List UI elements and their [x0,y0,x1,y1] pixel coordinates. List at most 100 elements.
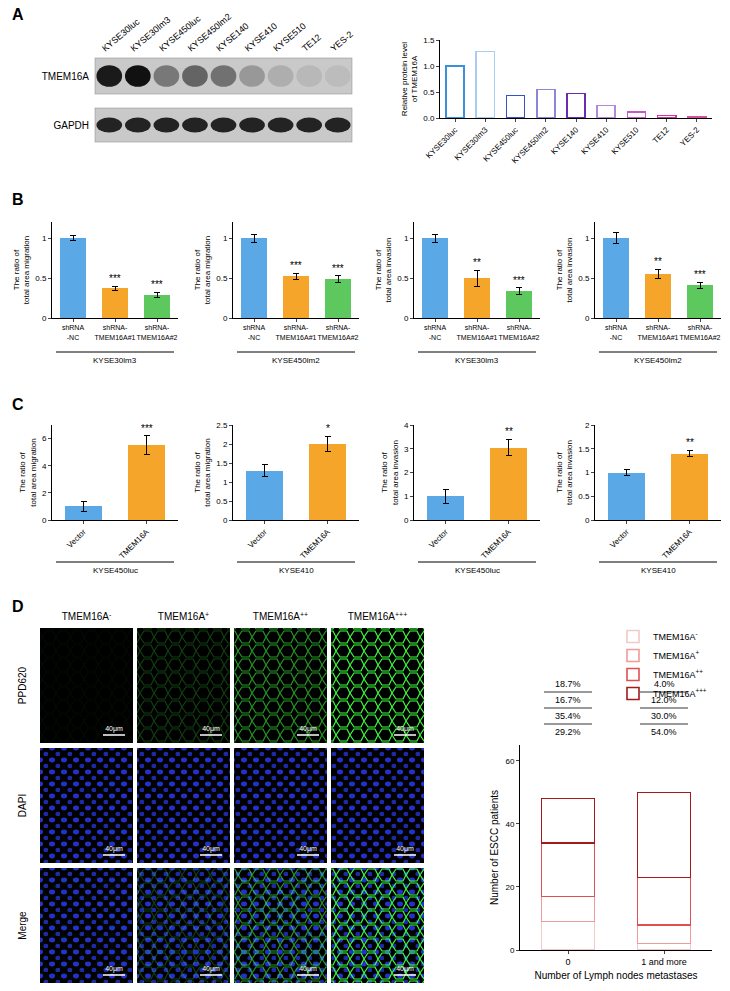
svg-text:KYSE30lm3: KYSE30lm3 [455,356,499,365]
svg-text:40μm: 40μm [202,845,220,853]
svg-text:Vector: Vector [246,527,269,550]
svg-text:shRNA-NC: shRNA-NC [243,324,266,340]
svg-text:KYSE450luc: KYSE450luc [157,13,203,53]
svg-text:29.2%: 29.2% [555,727,581,737]
svg-text:1: 1 [223,234,228,243]
svg-text:20: 20 [505,883,514,892]
svg-text:1 and more: 1 and more [641,957,687,967]
svg-text:shRNA-TMEM16A#1: shRNA-TMEM16A#1 [276,324,317,340]
svg-text:2: 2 [223,440,228,449]
svg-text:KYSE450lm2: KYSE450lm2 [186,11,233,53]
svg-text:0: 0 [404,314,409,323]
svg-text:30.0%: 30.0% [651,711,677,721]
svg-text:shRNA-NC: shRNA-NC [62,324,85,340]
svg-text:TMEM16A​-​: TMEM16A​-​ [653,630,698,642]
svg-text:40μm: 40μm [105,725,123,733]
svg-text:KYSE30lm3: KYSE30lm3 [129,15,173,54]
svg-text:0: 0 [42,516,47,525]
svg-text:6: 6 [42,434,47,443]
svg-text:KYSE30luc: KYSE30luc [424,125,459,160]
svg-text:shRNA-NC: shRNA-NC [424,324,447,340]
svg-text:0.5: 0.5 [216,274,228,283]
svg-text:TMEM16A​+​: TMEM16A​+​ [653,649,700,661]
svg-text:TMEM16A: TMEM16A [42,71,90,82]
svg-text:KYSE30lm3: KYSE30lm3 [453,125,490,162]
svg-text:The ratio oftotal area invasio: The ratio oftotal area invasion [555,238,574,303]
svg-text:***: *** [141,423,153,434]
svg-text:40μm: 40μm [202,725,220,733]
svg-text:The ratio oftotal area migrati: The ratio oftotal area migration [18,438,37,506]
svg-text:TMEM16A++: TMEM16A++ [253,611,308,623]
svg-text:KYSE450lm2: KYSE450lm2 [634,356,682,365]
svg-text:2: 2 [585,421,590,430]
svg-text:4: 4 [42,462,47,471]
svg-text:Vector: Vector [608,527,631,550]
svg-text:0: 0 [565,957,570,967]
svg-text:0: 0 [510,946,515,955]
svg-text:***: *** [694,269,706,280]
svg-text:KYSE30lm3: KYSE30lm3 [93,356,137,365]
svg-text:0.5: 0.5 [216,497,228,506]
svg-text:Number of Lymph nodes metastas: Number of Lymph nodes metastases [534,970,697,981]
svg-text:The ratio oftotal area invasio: The ratio oftotal area invasion [380,440,399,505]
svg-text:KYSE30luc: KYSE30luc [100,16,142,53]
svg-text:1: 1 [585,468,590,477]
svg-text:Relative protein levelof TMEM1: Relative protein levelof TMEM16A [400,42,419,116]
svg-text:4.0%: 4.0% [654,679,675,689]
svg-text:Merge: Merge [17,911,28,940]
svg-text:1: 1 [404,492,409,501]
svg-text:TMEM16A: TMEM16A [480,527,514,561]
svg-text:4: 4 [404,421,409,430]
svg-text:**: ** [654,256,662,267]
svg-text:0.5: 0.5 [35,274,47,283]
svg-text:2: 2 [404,468,409,477]
svg-text:40: 40 [505,820,514,829]
svg-text:TMEM16A​+++​: TMEM16A​+++​ [653,687,707,699]
svg-text:KYSE410: KYSE410 [279,566,314,575]
svg-text:The ratio oftotal area invasio: The ratio oftotal area invasion [374,238,393,303]
svg-text:***: *** [109,273,121,284]
svg-text:1.5: 1.5 [423,36,435,45]
svg-text:KYSE450lm2: KYSE450lm2 [510,125,550,165]
svg-text:TMEM16A-: TMEM16A- [62,611,112,623]
svg-text:Vector: Vector [427,527,450,550]
svg-text:***: *** [513,275,525,286]
svg-text:1.0: 1.0 [423,62,435,71]
svg-text:YES-2: YES-2 [329,29,355,53]
svg-text:KYSE450luc: KYSE450luc [482,125,520,163]
svg-text:1: 1 [404,234,409,243]
svg-text:B: B [12,191,24,208]
svg-text:1: 1 [585,234,590,243]
svg-text:KYSE140: KYSE140 [214,21,250,54]
svg-text:40μm: 40μm [396,845,414,853]
svg-text:54.0%: 54.0% [651,727,677,737]
svg-text:shRNA-NC: shRNA-NC [605,324,628,340]
svg-text:0.5: 0.5 [578,274,590,283]
svg-text:DAPI: DAPI [17,794,28,817]
svg-text:KYSE450luc: KYSE450luc [93,566,138,575]
svg-text:0.5: 0.5 [397,274,409,283]
svg-text:C: C [12,396,24,413]
svg-text:TMEM16A+++: TMEM16A+++ [348,611,408,623]
svg-text:40μm: 40μm [396,965,414,973]
svg-text:2: 2 [42,489,47,498]
svg-text:Vector: Vector [65,527,88,550]
svg-text:***: *** [332,263,344,274]
svg-text:TE12: TE12 [651,125,671,145]
svg-text:0: 0 [585,314,590,323]
svg-text:KYSE410: KYSE410 [641,566,676,575]
svg-text:2.5: 2.5 [216,421,228,430]
svg-text:KYSE510: KYSE510 [610,125,641,156]
svg-text:16.7%: 16.7% [555,695,581,705]
svg-text:shRNA-TMEM16A#1: shRNA-TMEM16A#1 [95,324,136,340]
svg-text:***: *** [290,260,302,271]
svg-text:1.5: 1.5 [216,459,228,468]
svg-text:TMEM16A: TMEM16A [118,527,152,561]
svg-text:12.0%: 12.0% [651,695,677,705]
svg-text:0: 0 [585,516,590,525]
svg-text:shRNA-TMEM16A#2: shRNA-TMEM16A#2 [137,324,178,340]
svg-text:18.7%: 18.7% [555,679,581,689]
svg-text:Number of ESCC patients: Number of ESCC patients [489,790,500,905]
svg-text:The ratio oftotal area migrati: The ratio oftotal area migration [193,438,212,506]
svg-text:D: D [12,598,24,615]
